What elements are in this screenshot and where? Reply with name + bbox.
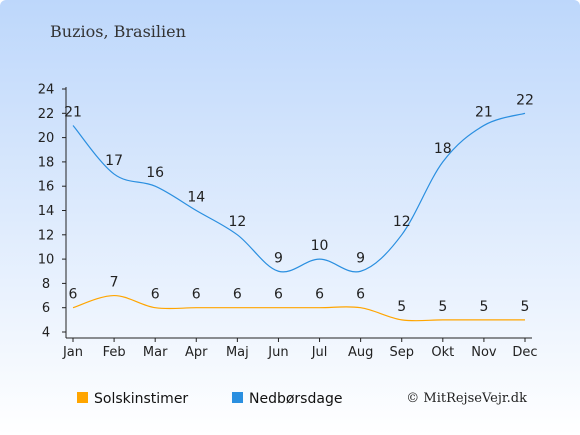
y-tick-label: 10 [38,253,55,268]
x-tick-label: Mar [143,345,168,360]
x-tick-label: Feb [103,345,126,360]
data-label-rain: 9 [356,250,365,266]
y-tick-label: 14 [38,204,55,219]
series-line-sunshine [72,294,525,322]
chart-subtitle: Buzios, Brasilien [50,22,186,41]
chart-legend: Solskinstimer Nedbørsdage [77,391,342,407]
data-label-rain: 9 [274,250,283,266]
x-tick-label: Nov [471,345,497,360]
data-label-sunshine: 5 [397,299,406,315]
y-tick-label: 6 [42,301,50,316]
x-tick-label: Aug [348,345,373,360]
data-label-rain: 16 [146,165,164,181]
data-label-sunshine: 5 [438,299,447,315]
data-label-sunshine: 6 [274,287,283,303]
data-label-rain: 18 [434,141,452,157]
legend-label-sunshine: Solskinstimer [94,391,188,407]
legend-swatch-sunshine [77,392,88,403]
x-tick-label: Maj [226,345,249,360]
series-line-rain [72,112,526,273]
data-labels-layer: 6 7 6 6 6 6 6 6 5 5 5 5 21 17 16 14 12 9 10 9 12 18 21 22 [64,92,534,315]
x-tick-label: Okt [431,345,454,360]
y-tick-label: 24 [38,83,55,98]
y-tick-label: 12 [38,228,55,243]
copyright-link[interactable]: © MitRejseVejr.dk [406,391,527,406]
data-label-rain: 21 [475,104,493,120]
y-tick-label: 8 [42,277,50,292]
data-label-sunshine: 6 [69,287,78,303]
y-tick-label: 18 [38,155,55,170]
y-tick-label: 4 [42,326,50,341]
data-label-sunshine: 5 [521,299,530,315]
data-label-sunshine: 5 [479,299,488,315]
x-tick-label: Dec [512,345,537,360]
data-label-rain: 21 [64,104,82,120]
x-tick-label: Jul [311,345,328,360]
data-label-sunshine: 6 [356,287,365,303]
data-label-rain: 22 [516,92,534,108]
y-tick-label: 22 [38,107,55,122]
chart-axes: 4 6 8 10 12 14 16 18 20 22 24 Jan Feb Mar Apr Maj Jun Jul… [38,83,538,361]
data-label-rain: 12 [228,214,246,230]
y-tick-label: 16 [38,180,55,195]
data-label-sunshine: 6 [233,287,242,303]
x-tick-label: Sep [389,345,414,360]
data-label-sunshine: 6 [315,287,324,303]
x-tick-label: Jan [62,345,83,360]
data-label-sunshine: 7 [110,275,119,291]
data-label-rain: 10 [311,238,329,254]
y-tick-label: 20 [38,131,55,146]
legend-label-rain: Nedbørsdage [249,391,342,407]
x-tick-label: Jun [267,345,288,360]
data-label-sunshine: 6 [151,287,160,303]
series-layer [72,112,526,322]
data-label-rain: 14 [187,190,205,206]
legend-swatch-rain [232,392,243,403]
x-tick-label: Apr [185,345,208,360]
data-label-rain: 12 [393,214,411,230]
data-label-rain: 17 [105,153,123,169]
data-label-sunshine: 6 [192,287,201,303]
